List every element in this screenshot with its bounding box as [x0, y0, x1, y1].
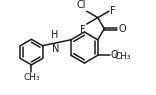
Text: F: F — [80, 25, 86, 35]
Text: O: O — [118, 24, 126, 34]
Text: O: O — [110, 50, 118, 60]
Text: N: N — [52, 44, 59, 54]
Text: CH₃: CH₃ — [23, 73, 40, 82]
Text: Cl: Cl — [76, 0, 86, 10]
Text: F: F — [110, 6, 115, 16]
Text: H: H — [51, 30, 59, 40]
Text: CH₃: CH₃ — [115, 52, 131, 61]
